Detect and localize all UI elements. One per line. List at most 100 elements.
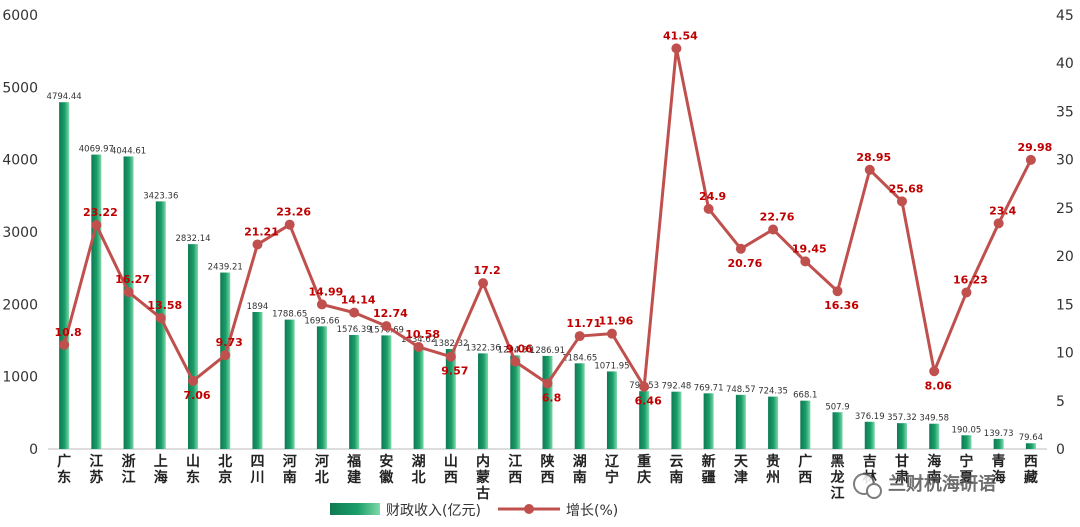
right-axis-tick: 15: [1056, 297, 1074, 313]
line-point: [768, 224, 779, 235]
line-data-label: 11.96: [599, 315, 634, 328]
category-label: 陕西: [541, 453, 555, 486]
watermark: 兰财杭海研语: [853, 473, 996, 499]
line-data-label: 23.4: [989, 204, 1016, 217]
line-data-label: 9.73: [216, 336, 243, 349]
line-point: [993, 218, 1004, 229]
category-label: 贵州: [765, 453, 780, 486]
right-axis-tick: 45: [1056, 8, 1074, 24]
line-point: [671, 43, 682, 54]
right-axis-tick: 30: [1056, 153, 1074, 169]
bar: [961, 435, 972, 449]
right-axis: 0 5 10 15 20 25 30 35 40 45: [1056, 8, 1074, 458]
line-point: [832, 286, 843, 297]
left-axis-tick: 6000: [2, 8, 38, 24]
line-data-label: 17.2: [473, 264, 500, 277]
legend-bar-label: 财政收入(亿元): [386, 503, 481, 519]
line-point: [123, 287, 134, 298]
category-label: 辽宁: [605, 454, 620, 486]
category-label: 安徽: [378, 453, 394, 486]
bar-data-label: 792.48: [662, 382, 692, 392]
right-axis-tick: 20: [1056, 249, 1074, 265]
bar-data-label: 748.57: [726, 385, 756, 395]
bar-data-label: 507.9: [825, 402, 849, 412]
line-data-label: 6.46: [635, 395, 662, 408]
line-data-label: 7.06: [183, 389, 210, 402]
bar-data-label: 4794.44: [47, 92, 82, 102]
line-point: [510, 356, 521, 367]
bar: [639, 391, 650, 449]
bar-series: [59, 102, 1036, 449]
bar: [123, 156, 134, 449]
bar-data-label: 376.19: [855, 412, 885, 422]
category-label: 黑龙江: [830, 454, 845, 502]
category-label: 新疆: [702, 453, 716, 486]
line-data-label: 16.23: [953, 273, 988, 286]
bar: [91, 154, 102, 449]
bar-data-label: 769.71: [694, 383, 724, 393]
bar-data-label: 1184.65: [562, 353, 597, 363]
line-point: [188, 375, 199, 386]
line-data-label: 16.27: [115, 273, 150, 286]
bar-data-label: 1071.95: [594, 361, 629, 371]
left-axis: 0 1000 2000 3000 4000 5000 6000: [2, 8, 1047, 458]
category-label: 江西: [508, 453, 522, 486]
line-data-label: 28.95: [856, 151, 891, 164]
bar-data-label: 4069.97: [79, 145, 114, 155]
line-point: [413, 341, 424, 352]
line-data-label: 22.76: [760, 210, 795, 223]
bar: [220, 272, 231, 449]
line-point: [445, 351, 456, 362]
bar: [252, 312, 263, 449]
line-data-label: 8.06: [925, 379, 952, 392]
bar-data-label: 1788.65: [272, 310, 307, 320]
line-data-label: 10.8: [55, 326, 82, 339]
category-label: 广西: [798, 453, 812, 486]
line-data-label: 13.58: [147, 299, 182, 312]
line-point: [349, 307, 360, 318]
bar-data-label: 349.58: [919, 414, 949, 424]
category-label: 江苏: [89, 453, 103, 486]
line-data-label: 14.14: [341, 294, 376, 307]
line-data-label: 20.76: [727, 257, 762, 270]
bar: [188, 244, 199, 449]
bar: [510, 355, 521, 449]
bar: [316, 326, 327, 449]
line-data-label: 25.68: [889, 182, 924, 195]
bar: [59, 102, 70, 449]
left-axis-tick: 1000: [2, 370, 38, 386]
bar: [1025, 443, 1036, 449]
bar: [413, 345, 424, 449]
right-axis-tick: 40: [1056, 56, 1074, 72]
line-data-label: 9.57: [441, 365, 468, 378]
right-axis-tick: 5: [1056, 394, 1065, 410]
bar: [284, 319, 295, 449]
category-label: 湖北: [412, 454, 426, 486]
category-label: 湖南: [573, 454, 587, 486]
line-data-labels: 10.8 23.22 16.27 13.58 7.06 9.73 21.21 23.26 14.…: [55, 29, 1053, 407]
category-label: 甘肃: [895, 453, 909, 486]
category-label: 重庆: [637, 453, 651, 486]
category-label: 福建: [346, 453, 361, 486]
bar-data-label: 1434.62: [401, 335, 436, 345]
line-point: [1025, 154, 1036, 165]
line-point: [735, 243, 746, 254]
legend-line-marker: [524, 504, 534, 514]
bar-data-label: 724.35: [758, 387, 788, 397]
left-axis-tick: 2000: [2, 297, 38, 313]
line-point: [284, 219, 295, 230]
wechat-icon: [853, 473, 882, 499]
line-data-label: 11.71: [566, 317, 601, 330]
category-label: 河南: [283, 453, 297, 486]
right-axis-tick: 25: [1056, 201, 1074, 217]
bar-data-label: 1322.36: [465, 343, 500, 353]
line-point: [252, 239, 263, 250]
bar-data-label: 1894: [247, 302, 269, 312]
line-point: [864, 164, 875, 175]
bar: [478, 353, 489, 449]
line-point: [381, 321, 392, 332]
category-label: 北京: [218, 454, 232, 486]
category-label: 四川: [249, 454, 264, 486]
line-data-label: 19.45: [792, 242, 827, 255]
